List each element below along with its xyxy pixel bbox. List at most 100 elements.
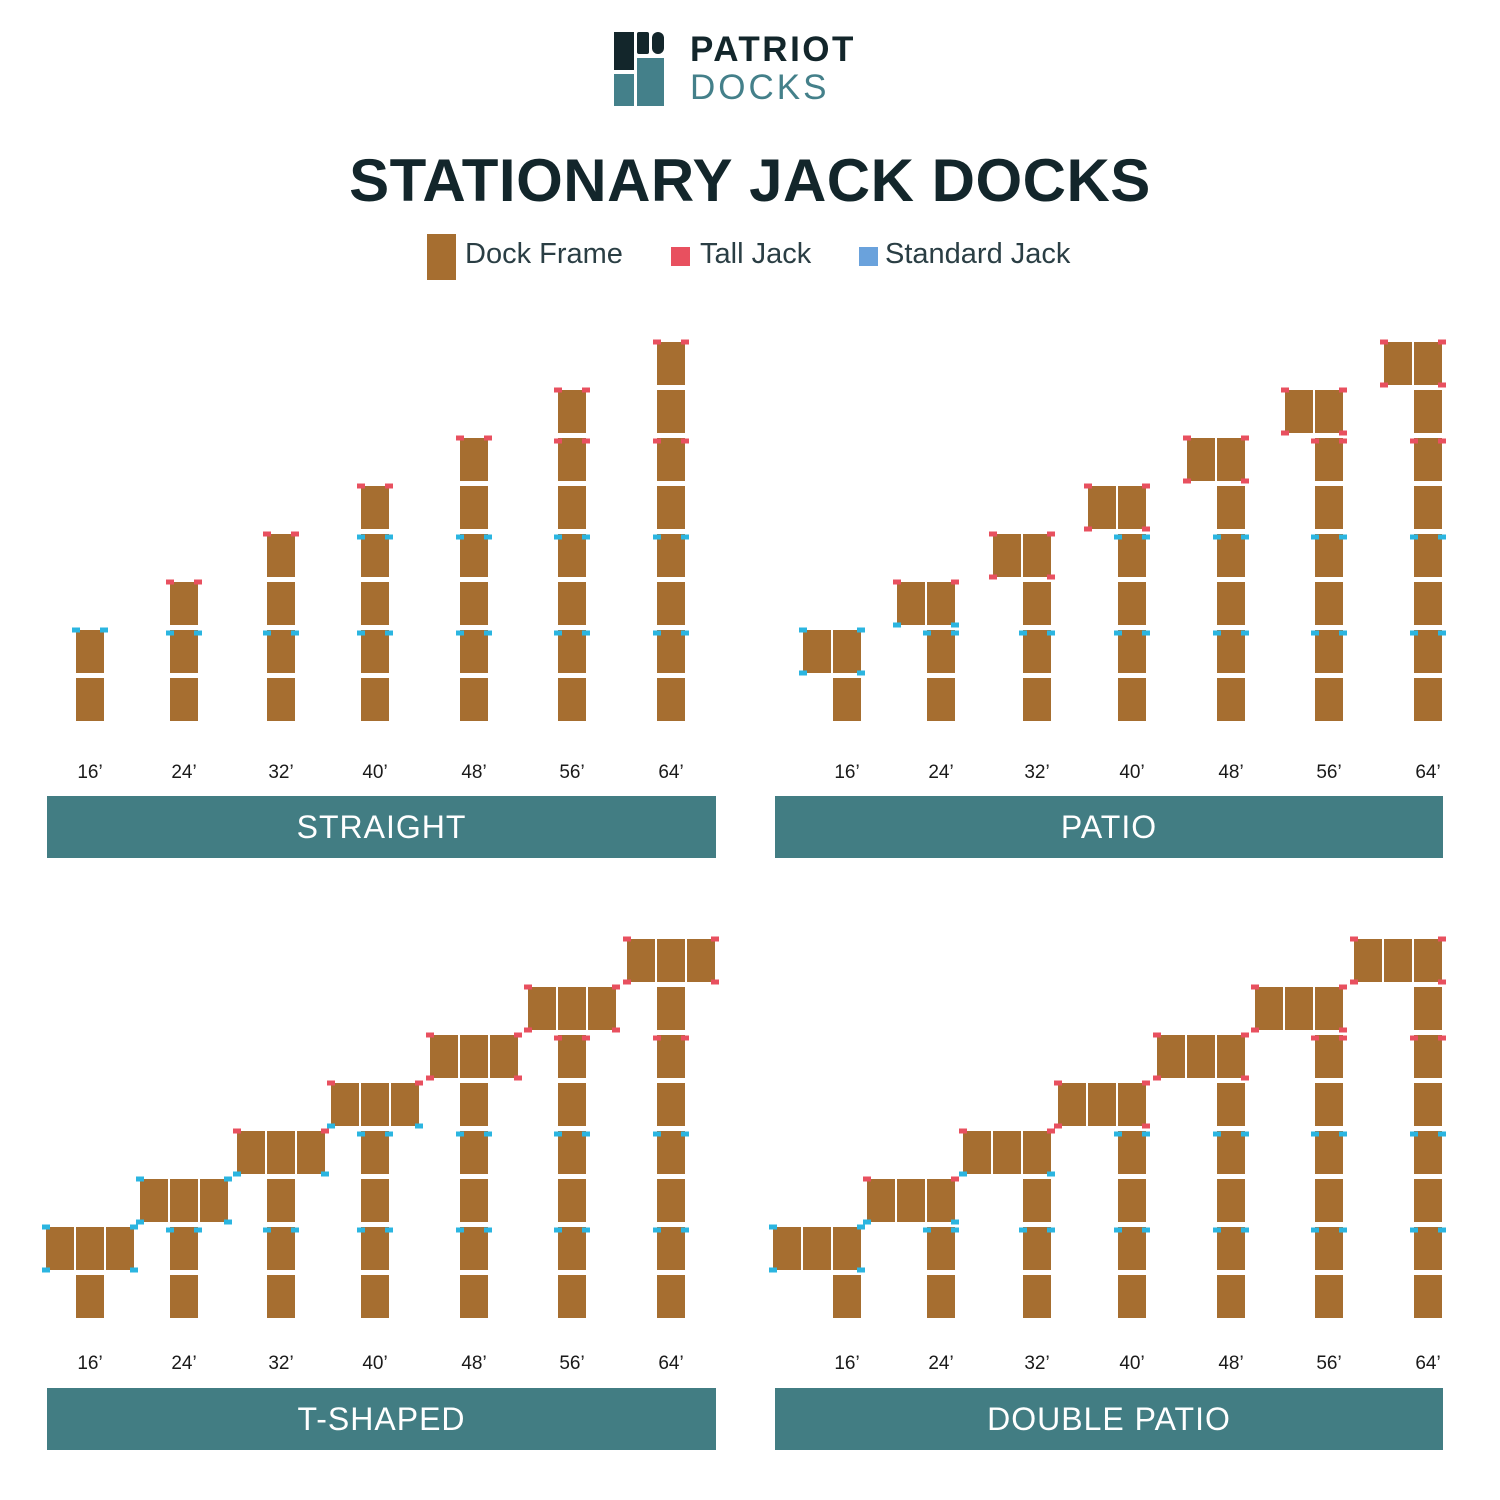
- size-label: 32’: [268, 1353, 294, 1374]
- standard-jack: [857, 670, 865, 676]
- dock-frame: [391, 1083, 419, 1126]
- standard-jack: [1142, 1227, 1150, 1233]
- standard-jack: [951, 630, 959, 636]
- dock-frame: [76, 1227, 104, 1270]
- tall-jack: [989, 531, 997, 537]
- dock-frame: [1315, 486, 1343, 529]
- dock-frame: [657, 678, 685, 721]
- standard-jack: [1213, 534, 1221, 540]
- standard-jack: [224, 1219, 232, 1225]
- standard-jack: [1241, 534, 1249, 540]
- standard-jack: [1241, 630, 1249, 636]
- dock-frame: [1187, 438, 1215, 481]
- standard-jack: [233, 1171, 241, 1177]
- dock-frame: [833, 678, 861, 721]
- tall-jack: [623, 936, 631, 942]
- tall-jack: [1438, 1035, 1446, 1041]
- tall-jack: [524, 984, 532, 990]
- dock-frame: [627, 939, 655, 982]
- panel-banner: STRAIGHT: [47, 796, 716, 858]
- panel-banner: DOUBLE PATIO: [775, 1388, 1443, 1450]
- dock-frame: [1315, 534, 1343, 577]
- tall-jack: [582, 387, 590, 393]
- tall-jack: [1142, 526, 1150, 532]
- dock-frame: [993, 534, 1021, 577]
- logo-text-patriot: PATRIOT: [690, 30, 856, 69]
- dock-frame: [1023, 630, 1051, 673]
- standard-jack: [653, 1227, 661, 1233]
- tall-jack: [1339, 438, 1347, 444]
- standard-jack: [1410, 1227, 1418, 1233]
- tall-jack: [1281, 430, 1289, 436]
- tall-jack: [1183, 435, 1191, 441]
- tall-jack: [514, 1032, 522, 1038]
- standard-jack: [224, 1176, 232, 1182]
- tall-jack: [863, 1176, 871, 1182]
- standard-jack: [554, 1131, 562, 1137]
- tall-jack: [321, 1128, 329, 1134]
- dock-frame: [460, 1227, 488, 1270]
- standard-jack: [653, 534, 661, 540]
- size-label: 56’: [559, 762, 585, 783]
- size-label: 48’: [461, 1353, 487, 1374]
- size-label: 64’: [658, 1353, 684, 1374]
- dock-frame: [927, 678, 955, 721]
- standard-jack: [1142, 630, 1150, 636]
- dock-frame: [237, 1131, 265, 1174]
- tall-jack: [327, 1080, 335, 1086]
- dock-frame: [1414, 582, 1442, 625]
- size-label: 48’: [1218, 762, 1244, 783]
- tall-jack: [554, 387, 562, 393]
- dock-frame: [558, 1179, 586, 1222]
- dock-frame: [460, 1083, 488, 1126]
- dock-frame: [460, 582, 488, 625]
- standard-jack: [1339, 1131, 1347, 1137]
- dock-frame: [1315, 1131, 1343, 1174]
- dock-frame: [1315, 1035, 1343, 1078]
- standard-jack: [484, 630, 492, 636]
- dock-frame: [361, 486, 389, 529]
- dock-frame: [1414, 390, 1442, 433]
- tall-jack: [1153, 1075, 1161, 1081]
- dock-frame: [1217, 438, 1245, 481]
- dock-frame: [361, 678, 389, 721]
- dock-frame: [106, 1227, 134, 1270]
- tall-jack: [1047, 1128, 1055, 1134]
- dock-frame: [170, 1227, 198, 1270]
- dock-frame: [657, 486, 685, 529]
- dock-frame: [927, 630, 955, 673]
- dock-frame: [927, 1179, 955, 1222]
- standard-jack: [1213, 1227, 1221, 1233]
- dock-frame: [1414, 987, 1442, 1030]
- tall-jack: [554, 438, 562, 444]
- standard-jack: [136, 1219, 144, 1225]
- standard-jack: [357, 534, 365, 540]
- standard-jack: [951, 622, 959, 628]
- standard-jack: [166, 1227, 174, 1233]
- standard-jack: [72, 627, 80, 633]
- standard-jack: [1438, 1227, 1446, 1233]
- dock-frame: [267, 1131, 295, 1174]
- dock-frame: [1118, 1179, 1146, 1222]
- dock-frame: [558, 438, 586, 481]
- dock-frame: [361, 1227, 389, 1270]
- standard-jack: [263, 1227, 271, 1233]
- size-label: 24’: [928, 1353, 954, 1374]
- dock-frame: [1023, 1227, 1051, 1270]
- dock-frame: [1217, 1179, 1245, 1222]
- page-title: STATIONARY JACK DOCKS: [349, 147, 1151, 214]
- standard-jack: [582, 534, 590, 540]
- dock-frame: [558, 987, 586, 1030]
- standard-jack: [1241, 1131, 1249, 1137]
- dock-frame: [1088, 1083, 1116, 1126]
- standard-jack: [1241, 1227, 1249, 1233]
- dock-frame: [361, 534, 389, 577]
- tall-jack: [1047, 574, 1055, 580]
- standard-jack: [1142, 534, 1150, 540]
- standard-jack: [681, 1227, 689, 1233]
- dock-frame: [897, 582, 925, 625]
- tall-jack: [1251, 1027, 1259, 1033]
- standard-jack: [1410, 1131, 1418, 1137]
- standard-jack: [1311, 630, 1319, 636]
- dock-frame: [1217, 1035, 1245, 1078]
